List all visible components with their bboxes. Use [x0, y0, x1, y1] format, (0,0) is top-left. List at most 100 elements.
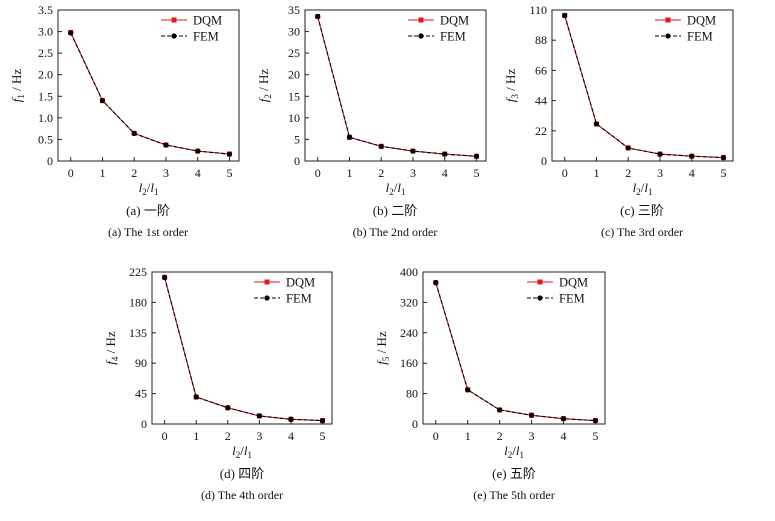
y-tick-label: 1.5: [38, 89, 53, 103]
data-point-fem: [256, 413, 262, 419]
legend-marker-fem: [665, 33, 671, 39]
series-line-fem: [70, 32, 230, 155]
data-point-fem: [657, 151, 663, 157]
y-tick-label: 180: [129, 295, 147, 309]
y-axis-label: f1 / Hz: [9, 69, 26, 103]
x-tick-label: 2: [131, 166, 137, 180]
data-point-fem: [497, 407, 503, 413]
x-tick-label: 3: [163, 166, 169, 180]
y-tick-label: 2.5: [38, 46, 53, 60]
caption-cn: (a) 一阶: [126, 203, 170, 218]
y-tick-label: 25: [288, 46, 300, 60]
legend-marker-dqm: [537, 279, 543, 285]
chart-panel-1: 0 0.5 1.0 1.5 2.0 2.5 3.0 3.5 0 1 2 3 4 5 l2/l1 f1 / Hz…: [9, 3, 240, 239]
x-tick-label: 1: [346, 166, 352, 180]
data-point-fem: [226, 151, 233, 157]
y-tick-label: 90: [135, 356, 147, 370]
legend-label-fem: FEM: [193, 30, 219, 44]
legend-label-dqm: DQM: [559, 276, 588, 290]
data-point-fem: [592, 417, 599, 424]
y-tick-label: 0: [47, 154, 53, 168]
y-tick-label: 0: [141, 417, 147, 431]
plot-frame: [304, 9, 487, 162]
y-tick-label: 30: [288, 25, 300, 39]
caption-cn: (d) 四阶: [220, 466, 264, 481]
caption-cn: (e) 五阶: [492, 466, 536, 481]
series-line-fem: [564, 15, 724, 159]
data-point-fem: [68, 30, 74, 36]
series-line-fem: [317, 16, 477, 157]
y-tick-label: 10: [288, 111, 300, 125]
x-tick-label: 4: [195, 166, 201, 180]
caption-en: (d) The 4th order: [201, 488, 283, 502]
legend-label-dqm: DQM: [687, 14, 716, 28]
x-tick-label: 4: [442, 166, 448, 180]
x-tick-label: 1: [465, 429, 471, 443]
legend-label-fem: FEM: [440, 30, 466, 44]
x-tick-label: 3: [657, 166, 663, 180]
caption-cn: (c) 三阶: [620, 203, 664, 218]
x-tick-label: 5: [226, 166, 232, 180]
x-axis-label: l2/l1: [633, 180, 653, 197]
data-point-fem: [465, 387, 471, 393]
data-point-fem: [625, 145, 631, 151]
data-point-fem: [99, 98, 106, 104]
x-tick-label: 3: [410, 166, 416, 180]
caption-en: (c) The 3rd order: [601, 225, 683, 239]
legend-marker-dqm: [171, 17, 177, 23]
x-axis-label: l2/l1: [504, 443, 524, 460]
legend-marker-fem: [537, 295, 543, 301]
y-axis-label: f5 / Hz: [374, 331, 391, 365]
y-tick-label: 225: [129, 265, 147, 279]
data-point-fem: [193, 394, 199, 400]
y-tick-label: 240: [400, 326, 418, 340]
y-tick-label: 135: [129, 326, 147, 340]
y-axis-label: f4 / Hz: [103, 331, 120, 365]
y-tick-label: 3.5: [38, 3, 53, 17]
data-point-fem: [720, 154, 727, 161]
series-line-fem: [164, 277, 323, 422]
legend-marker-fem: [171, 33, 177, 39]
legend-label-fem: FEM: [559, 292, 585, 306]
legend-label-fem: FEM: [687, 30, 713, 44]
x-tick-label: 0: [68, 166, 74, 180]
x-tick-label: 2: [225, 429, 231, 443]
plot-frame: [57, 9, 240, 162]
x-tick-label: 0: [562, 166, 568, 180]
legend-label-fem: FEM: [286, 292, 312, 306]
data-point-fem: [346, 134, 353, 140]
x-tick-label: 3: [256, 429, 262, 443]
y-tick-label: 44: [535, 94, 547, 108]
y-tick-label: 2.0: [38, 68, 53, 82]
x-tick-label: 0: [162, 429, 168, 443]
data-point-fem: [593, 121, 600, 127]
plot-frame: [422, 271, 606, 425]
y-tick-label: 110: [529, 3, 547, 17]
data-point-fem: [442, 151, 448, 157]
y-tick-label: 22: [535, 124, 547, 138]
series-line-fem: [435, 282, 596, 422]
y-tick-label: 0.5: [38, 132, 53, 146]
caption-en: (b) The 2nd order: [353, 225, 438, 239]
data-point-fem: [528, 412, 535, 418]
x-tick-label: 5: [473, 166, 479, 180]
y-tick-label: 0: [412, 417, 418, 431]
x-tick-label: 4: [689, 166, 695, 180]
data-point-fem: [378, 143, 384, 149]
data-point-fem: [195, 148, 201, 154]
x-tick-label: 1: [193, 429, 199, 443]
plot-frame: [551, 9, 734, 162]
x-axis-label: l2/l1: [139, 180, 159, 197]
legend-label-dqm: DQM: [440, 14, 469, 28]
y-tick-label: 66: [535, 63, 547, 77]
x-tick-label: 0: [433, 429, 439, 443]
data-point-fem: [225, 405, 231, 411]
y-tick-label: 0: [541, 154, 547, 168]
x-tick-label: 1: [99, 166, 105, 180]
chart-panel-5: 0 80 160 240 320 400 0 1 2 3 4 5 l2/l1 f5 / Hz DQM FEM (…: [374, 265, 606, 502]
legend-marker-dqm: [665, 17, 671, 23]
y-tick-label: 88: [535, 33, 547, 47]
